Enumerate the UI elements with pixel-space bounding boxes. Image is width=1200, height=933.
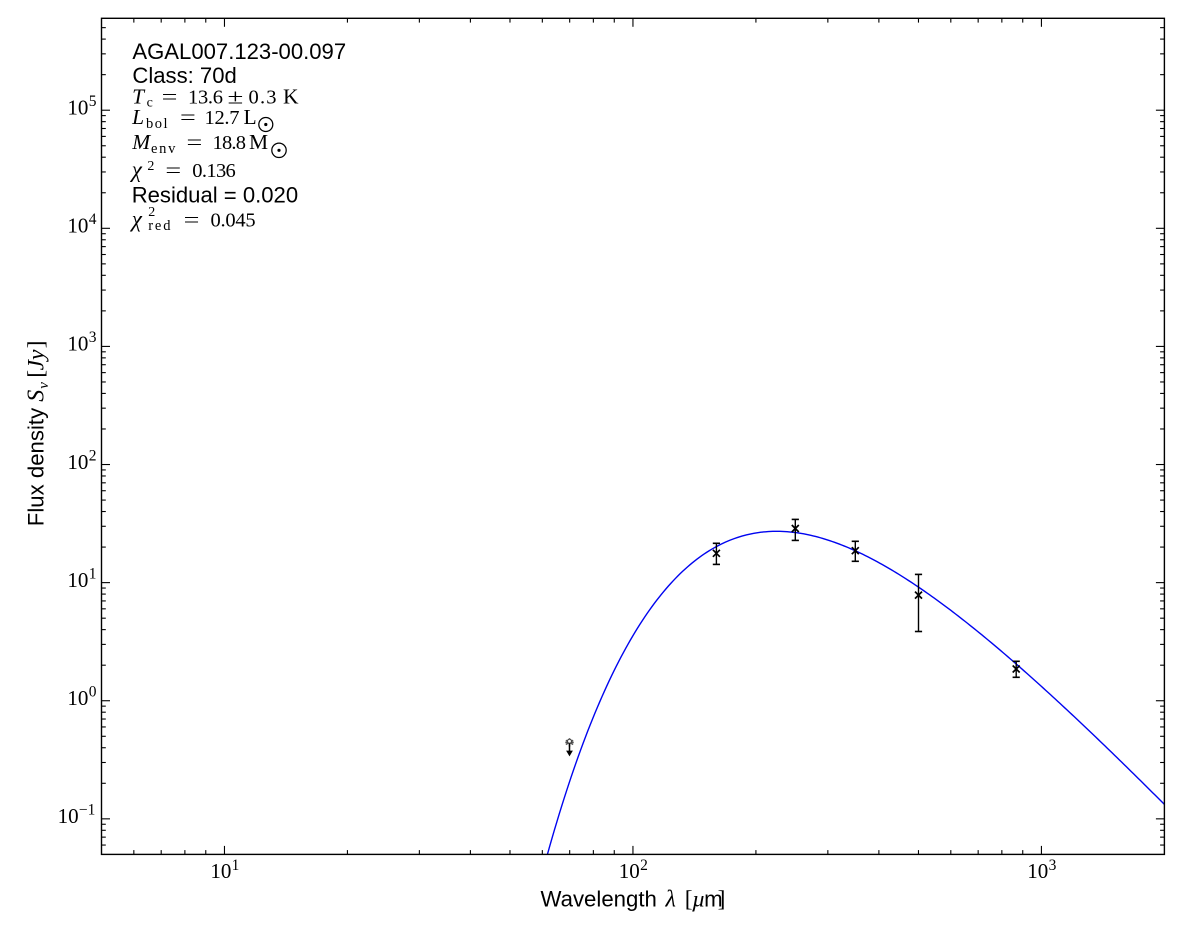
- svg-text:[: [: [685, 887, 693, 913]
- svg-text:Wavelength: Wavelength: [541, 887, 657, 912]
- svg-text:0.3: 0.3: [249, 86, 277, 108]
- svg-text:=: =: [162, 84, 178, 108]
- svg-text:3: 3: [1049, 857, 1057, 874]
- svg-text:=: =: [180, 105, 196, 129]
- svg-text:S: S: [24, 390, 50, 402]
- svg-text:env: env: [151, 141, 177, 157]
- svg-text:=: =: [184, 208, 200, 232]
- svg-text:10: 10: [67, 214, 88, 238]
- svg-text:10: 10: [67, 96, 88, 120]
- svg-text:χ: χ: [130, 157, 143, 182]
- svg-text:]: ]: [24, 341, 50, 349]
- svg-text:±: ±: [228, 84, 244, 108]
- svg-text:λ: λ: [665, 887, 676, 913]
- svg-text:µ: µ: [692, 887, 706, 913]
- svg-text:2: 2: [640, 857, 648, 874]
- svg-text:ν: ν: [36, 382, 52, 389]
- svg-text:Flux density: Flux density: [24, 407, 49, 526]
- svg-text:10: 10: [210, 859, 231, 883]
- svg-text:Class: 70d: Class: 70d: [132, 63, 236, 88]
- svg-text:bol: bol: [146, 116, 169, 132]
- svg-text:red: red: [148, 218, 172, 234]
- svg-text:c: c: [147, 96, 153, 111]
- svg-text:10: 10: [1027, 859, 1048, 883]
- svg-text:0.045: 0.045: [211, 210, 256, 232]
- svg-text:T: T: [132, 84, 146, 108]
- svg-text:L: L: [131, 105, 144, 129]
- svg-text:2: 2: [147, 159, 154, 174]
- svg-text:10: 10: [67, 332, 88, 356]
- svg-text:AGAL007.123-00.097: AGAL007.123-00.097: [132, 39, 346, 64]
- svg-text:5: 5: [89, 93, 97, 110]
- svg-text:10: 10: [67, 568, 88, 592]
- svg-text:2: 2: [148, 205, 155, 220]
- svg-text:=: =: [165, 158, 181, 182]
- svg-text:0: 0: [89, 684, 97, 701]
- svg-text:Jy: Jy: [24, 349, 50, 370]
- svg-text:0.136: 0.136: [192, 160, 236, 182]
- svg-text:18.8: 18.8: [213, 132, 247, 154]
- svg-text:L: L: [244, 105, 257, 129]
- svg-text:−1: −1: [79, 802, 96, 819]
- svg-text:[: [: [24, 370, 50, 378]
- svg-text:10: 10: [58, 804, 79, 828]
- svg-text:1: 1: [89, 565, 97, 582]
- svg-text:M: M: [131, 130, 151, 154]
- svg-text:=: =: [187, 130, 203, 154]
- svg-text:m: m: [704, 887, 722, 912]
- svg-text:10: 10: [67, 686, 88, 710]
- svg-text:1: 1: [232, 857, 240, 874]
- svg-text:10: 10: [619, 859, 640, 883]
- svg-text:M: M: [249, 130, 268, 154]
- svg-text:13.6: 13.6: [188, 86, 223, 108]
- svg-text:]: ]: [718, 887, 726, 913]
- svg-text:12.7: 12.7: [205, 107, 240, 129]
- svg-text:χ: χ: [130, 207, 143, 232]
- svg-text:4: 4: [89, 211, 97, 228]
- svg-text:10: 10: [67, 450, 88, 474]
- svg-text:Residual = 0.020: Residual = 0.020: [132, 183, 298, 208]
- svg-text:3: 3: [89, 329, 97, 346]
- svg-text:2: 2: [89, 447, 97, 464]
- svg-text:K: K: [283, 84, 299, 108]
